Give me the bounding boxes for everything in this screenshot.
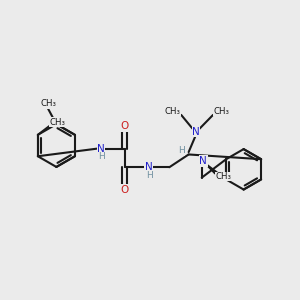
Text: CH₃: CH₃ [165,107,181,116]
Text: N: N [192,127,200,136]
Text: O: O [121,184,129,194]
Text: N: N [145,162,152,172]
Text: CH₃: CH₃ [40,99,56,108]
Text: CH₃: CH₃ [50,118,66,127]
Text: H: H [146,171,152,180]
Text: CH₃: CH₃ [213,107,229,116]
Text: CH₃: CH₃ [215,172,231,181]
Text: N: N [97,143,105,154]
Text: O: O [121,121,129,131]
Text: H: H [98,152,105,161]
Text: H: H [178,146,184,155]
Text: N: N [200,156,207,166]
